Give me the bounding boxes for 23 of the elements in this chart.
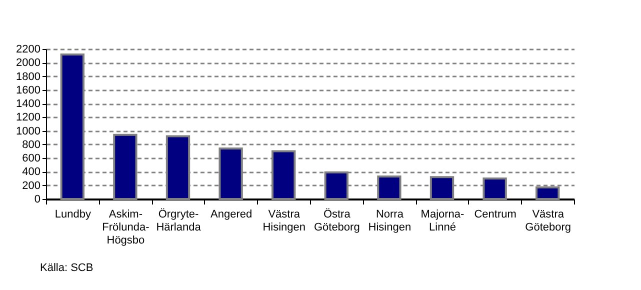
y-tick-label: 1600 xyxy=(16,84,40,96)
y-tick-label: 600 xyxy=(22,152,40,165)
y-tick-label: 400 xyxy=(22,166,40,178)
x-tick-label: Norra Hisingen xyxy=(368,208,412,234)
x-tick-label: Centrum xyxy=(474,208,516,220)
x-tick-label: Örgryte-Härlanda xyxy=(156,208,202,234)
x-tick-label: Angered xyxy=(210,208,252,220)
y-tick-label: 1000 xyxy=(16,125,40,138)
x-tick-label: Västra Hisingen xyxy=(262,208,306,234)
y-tick-label: 2000 xyxy=(16,57,40,70)
y-tick-label: 2200 xyxy=(16,44,40,56)
x-tick-label: Östra Göteborg xyxy=(314,208,360,234)
y-tick-label: 1800 xyxy=(16,70,40,83)
x-tick-label: Lundby xyxy=(54,208,92,220)
y-tick-label: 800 xyxy=(22,138,40,151)
x-tick-label: Askim-Frölunda-Högsbo xyxy=(102,208,150,246)
y-tick-label: 1400 xyxy=(16,98,40,110)
y-tick-label: 0 xyxy=(34,194,40,206)
y-tick-label: 200 xyxy=(22,180,40,192)
x-tick-label: Majorna-Linné xyxy=(420,208,465,234)
x-tick-label: Västra Göteborg xyxy=(525,208,572,234)
text: Källa: SCB xyxy=(40,262,94,274)
y-tick-label: 1200 xyxy=(16,112,40,124)
